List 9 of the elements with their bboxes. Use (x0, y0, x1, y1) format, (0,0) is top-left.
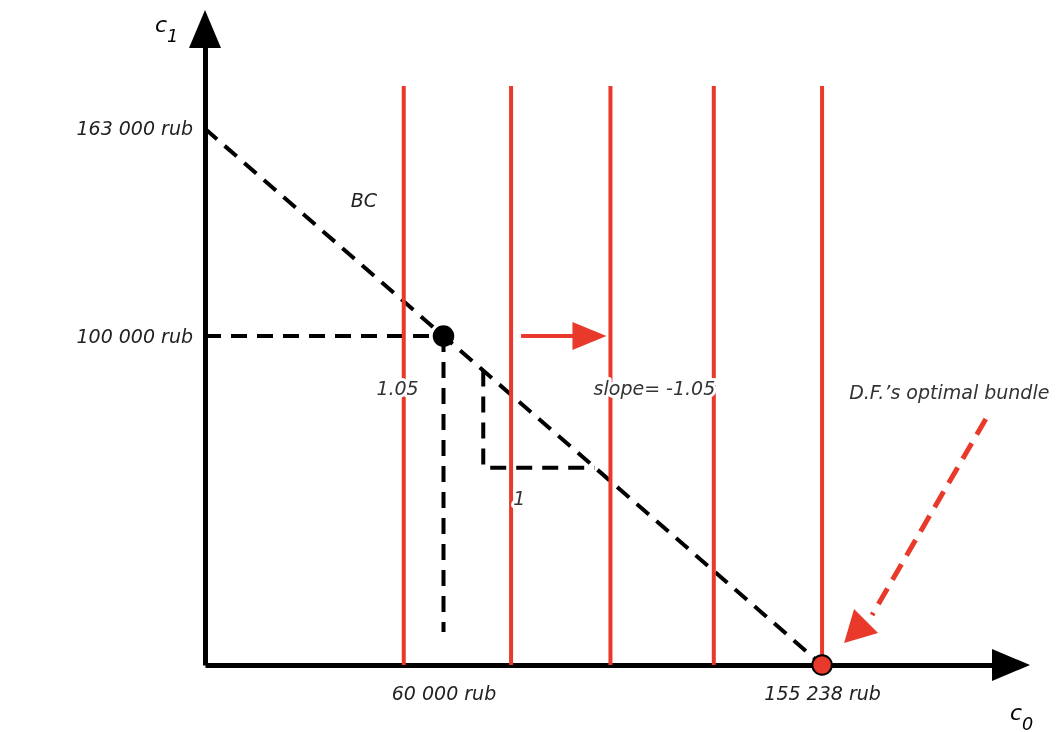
x-tick-label: 60 000 rub (391, 682, 497, 705)
y-tick-label: 163 000 rub (76, 117, 193, 140)
y-tick-label: 100 000 rub (76, 324, 193, 347)
series-label: BC (350, 188, 378, 211)
x-axis-title: c$_{0}$ (1010, 700, 1034, 732)
x-tick-label: 155 238 rub (764, 682, 881, 705)
annotation: 1 (513, 487, 526, 510)
y-axis-title: c$_{1}$ (155, 12, 179, 46)
annotation: D.F.’s optimal bundle (849, 380, 1050, 403)
